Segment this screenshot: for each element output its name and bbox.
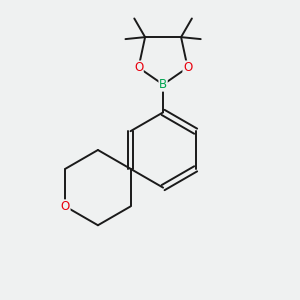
Text: O: O — [134, 61, 143, 74]
Text: O: O — [183, 61, 192, 74]
Text: O: O — [61, 200, 70, 213]
Text: B: B — [159, 78, 167, 91]
